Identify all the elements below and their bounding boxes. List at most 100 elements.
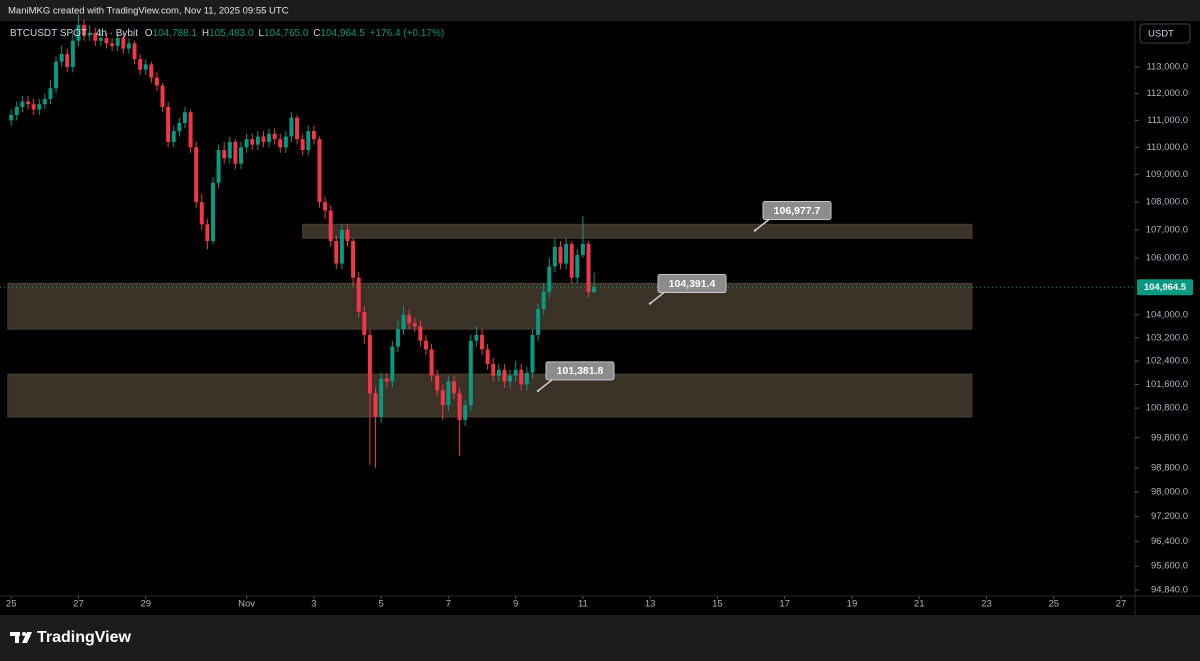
candle-body bbox=[194, 147, 199, 203]
candle-body bbox=[356, 277, 361, 312]
y-tick-label: 96,400.0 bbox=[1151, 536, 1188, 547]
candle-body bbox=[76, 25, 81, 41]
candle-body bbox=[54, 61, 59, 89]
candle-body bbox=[205, 224, 210, 242]
candle-body bbox=[121, 38, 126, 49]
y-tick-label: 113,000.0 bbox=[1146, 62, 1188, 73]
candle-body bbox=[250, 139, 255, 145]
top-bar bbox=[0, 0, 1200, 21]
ohlc-value: 104,788.1 bbox=[153, 28, 198, 39]
logo-part bbox=[22, 632, 26, 636]
candle-body bbox=[323, 202, 328, 211]
candle-body bbox=[480, 334, 485, 350]
watermark: ManiMKG created with TradingView.com, No… bbox=[8, 6, 289, 17]
candle-body bbox=[575, 255, 580, 278]
currency-button[interactable] bbox=[1139, 23, 1191, 44]
candle-body bbox=[334, 241, 339, 264]
x-tick-label: 7 bbox=[446, 599, 451, 610]
candle-body bbox=[373, 393, 378, 417]
y-tick-label: 98,800.0 bbox=[1151, 462, 1188, 473]
candle-body bbox=[429, 349, 434, 376]
candle-body bbox=[115, 38, 120, 46]
candle-body bbox=[138, 59, 143, 70]
candle-body bbox=[37, 104, 42, 110]
candle-body bbox=[295, 117, 300, 140]
candle-body bbox=[519, 369, 524, 385]
candle-body bbox=[216, 150, 221, 183]
last-price-label: 104,964.5 bbox=[1144, 282, 1187, 293]
y-tick-label: 109,000.0 bbox=[1146, 169, 1188, 180]
callout-label: 101,381.8 bbox=[557, 365, 604, 377]
logo-part bbox=[15, 632, 19, 643]
ohlc-key: H bbox=[202, 28, 209, 39]
candle-body bbox=[255, 136, 260, 145]
candle-body bbox=[9, 114, 14, 121]
candle-body bbox=[267, 133, 272, 142]
y-tick-label: 102,400.0 bbox=[1146, 356, 1188, 367]
candle-body bbox=[530, 334, 535, 373]
candle-body bbox=[306, 131, 311, 151]
chart-header: BTCUSDT SPOT · 4h · Bybit O104,788.1 H10… bbox=[10, 28, 444, 39]
candle-body bbox=[26, 101, 31, 105]
candle-body bbox=[491, 363, 496, 376]
candle-body bbox=[160, 85, 165, 107]
candle-body bbox=[401, 314, 406, 330]
candle-body bbox=[502, 369, 507, 382]
x-tick-label: 13 bbox=[645, 599, 656, 610]
candle-body bbox=[474, 334, 479, 341]
candle-body bbox=[210, 182, 215, 242]
x-tick-label: 27 bbox=[73, 599, 84, 610]
callout-tip bbox=[648, 302, 652, 305]
candle-body bbox=[395, 329, 400, 347]
y-tick-label: 110,000.0 bbox=[1146, 142, 1188, 153]
x-tick-label: 19 bbox=[847, 599, 858, 610]
candle-body bbox=[592, 287, 597, 293]
callout-box bbox=[762, 201, 832, 221]
x-tick-label: 9 bbox=[513, 599, 518, 610]
candle-body bbox=[328, 210, 333, 242]
candle-body bbox=[541, 291, 546, 310]
callout-label: 106,977.7 bbox=[774, 205, 821, 217]
y-tick-label: 100,800.0 bbox=[1146, 403, 1188, 414]
candle-body bbox=[423, 340, 428, 350]
candle-body bbox=[564, 243, 569, 264]
brand-logo bbox=[10, 632, 32, 643]
callout-label: 104,391.4 bbox=[669, 278, 716, 290]
x-tick-label: Nov bbox=[238, 599, 255, 610]
candle-body bbox=[149, 64, 154, 78]
callout-pointer bbox=[537, 379, 553, 392]
y-tick-label: 107,000.0 bbox=[1146, 224, 1188, 235]
candle-body bbox=[367, 334, 372, 394]
candle-body bbox=[42, 98, 47, 105]
candle-body bbox=[351, 241, 356, 278]
candle-body bbox=[289, 117, 294, 137]
currency-label[interactable]: USDT bbox=[1148, 29, 1174, 40]
x-tick-label: 29 bbox=[140, 599, 151, 610]
candle-body bbox=[496, 369, 501, 376]
x-tick-label: 21 bbox=[914, 599, 925, 610]
ohlc-value: 104,964.5 bbox=[320, 28, 365, 39]
candle-body bbox=[300, 139, 305, 151]
ohlc-key: C bbox=[313, 28, 320, 39]
candle-body bbox=[508, 375, 513, 382]
y-tick-label: 111,000.0 bbox=[1147, 115, 1188, 126]
callout-tip bbox=[753, 229, 757, 232]
zone bbox=[7, 373, 973, 418]
candle-body bbox=[104, 38, 109, 44]
candle-body bbox=[452, 381, 456, 394]
y-tick-label: 103,200.0 bbox=[1146, 332, 1188, 343]
candle-body bbox=[177, 123, 182, 132]
callout-box bbox=[545, 361, 615, 381]
candle-body bbox=[154, 77, 159, 86]
candle-body bbox=[244, 139, 249, 148]
candle-body bbox=[65, 53, 70, 68]
candle-body bbox=[463, 405, 468, 420]
candle-body bbox=[188, 112, 193, 148]
candle-body bbox=[233, 141, 238, 164]
candle-body bbox=[278, 139, 283, 148]
candle-body bbox=[446, 381, 451, 406]
zone bbox=[302, 223, 973, 239]
candle-body bbox=[485, 349, 490, 364]
